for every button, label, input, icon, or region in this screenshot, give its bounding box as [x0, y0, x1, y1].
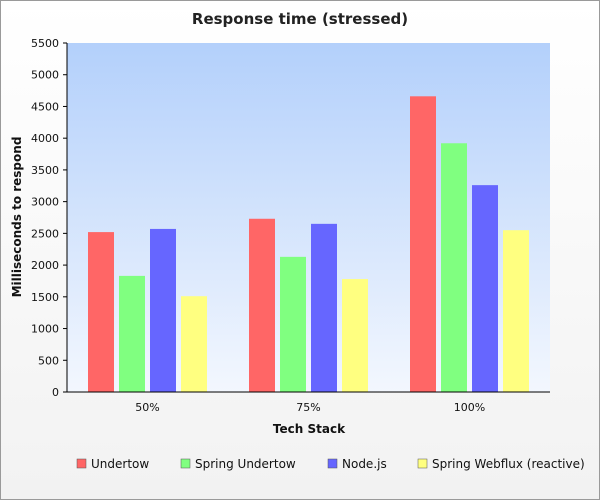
bar-undertow-50pct: [88, 232, 114, 392]
y-tick-label: 2000: [31, 259, 59, 272]
y-tick-label: 1500: [31, 291, 59, 304]
y-tick-label: 1000: [31, 323, 59, 336]
bar-node-js-100pct: [472, 185, 498, 392]
legend-swatch: [327, 458, 338, 469]
bar-spring-undertow-100pct: [441, 143, 467, 392]
bar-undertow-75pct: [249, 218, 275, 392]
legend-swatch: [417, 458, 428, 469]
bar-node-js-50pct: [150, 228, 176, 392]
y-tick-label: 3500: [31, 164, 59, 177]
plot-area: [67, 43, 550, 392]
legend-item: Node.js: [327, 457, 387, 471]
y-tick-label: 2500: [31, 227, 59, 240]
bar-node-js-75pct: [311, 223, 337, 392]
y-tick-label: 4000: [31, 132, 59, 145]
bar-undertow-100pct: [410, 96, 436, 392]
bar-spring-undertow-50pct: [119, 275, 145, 392]
y-tick-label: 4500: [31, 100, 59, 113]
legend-label: Node.js: [342, 457, 387, 471]
legend-item: Undertow: [76, 457, 149, 471]
x-tick-label: 75%: [296, 401, 320, 414]
bar-spring-webflux-reactive--100pct: [503, 230, 529, 392]
legend-label: Spring Webflux (reactive): [432, 457, 585, 471]
legend-item: Spring Undertow: [180, 457, 296, 471]
legend-swatch: [76, 458, 87, 469]
y-tick-label: 5500: [31, 37, 59, 50]
chart-title: Response time (stressed): [192, 10, 408, 28]
y-tick-label: 3000: [31, 196, 59, 209]
bar-spring-webflux-reactive--75pct: [342, 279, 368, 392]
x-tick-label: 100%: [454, 401, 485, 414]
legend-swatch: [180, 458, 191, 469]
bar-spring-webflux-reactive--50pct: [181, 296, 207, 392]
legend: Undertow Spring Undertow Node.js Spring Web…: [76, 457, 585, 471]
y-tick-label: 500: [38, 354, 59, 367]
x-axis-label: Tech Stack: [273, 422, 346, 436]
y-tick-label: 0: [52, 386, 59, 399]
legend-item: Spring Webflux (reactive): [417, 457, 585, 471]
y-tick-label: 5000: [31, 69, 59, 82]
y-axis-label: Milliseconds to respond: [10, 137, 24, 298]
x-tick-label: 50%: [135, 401, 159, 414]
legend-label: Undertow: [91, 457, 149, 471]
legend-label: Spring Undertow: [195, 457, 296, 471]
bar-spring-undertow-75pct: [280, 256, 306, 392]
